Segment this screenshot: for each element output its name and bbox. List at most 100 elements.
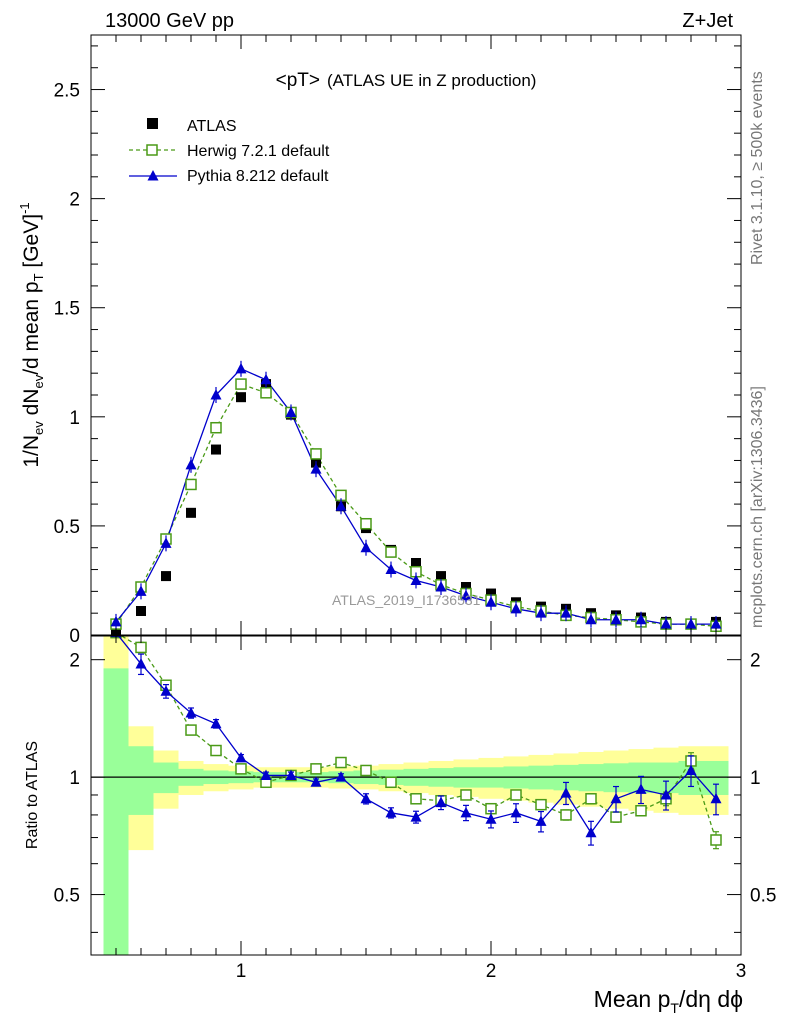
data-point-pythia (510, 602, 522, 614)
process-label: Z+Jet (682, 10, 733, 32)
data-point-pythia (235, 362, 247, 374)
ratio-point-herwig (585, 793, 597, 805)
lower-ylabel: Ratio to ATLAS (24, 741, 41, 849)
ratio-point-pythia (135, 657, 147, 669)
ratio-point-pythia (585, 826, 597, 838)
ratio-point-herwig (410, 793, 422, 805)
data-point-atlas (161, 571, 171, 582)
data-point-herwig (360, 517, 372, 530)
x-tick-label: 2 (486, 961, 497, 982)
data-point-atlas (436, 571, 446, 582)
ratio-point-herwig (135, 641, 147, 654)
data-point-atlas (411, 558, 421, 568)
legend-label-pythia: Pythia 8.212 default (187, 168, 329, 185)
data-point-pythia (335, 500, 347, 511)
ratio-point-herwig (185, 724, 197, 736)
data-point-atlas (461, 582, 471, 592)
plot-title-main: <pT> (276, 70, 320, 91)
data-point-pythia (560, 607, 572, 618)
ratio-y-tick-label: 0.5 (54, 886, 80, 907)
ratio-point-pythia (710, 792, 722, 804)
ratio-point-pythia (185, 707, 197, 718)
ratio-point-pythia (560, 787, 572, 798)
data-point-pythia (360, 541, 372, 553)
data-point-pythia (535, 607, 547, 618)
ratio-point-pythia (510, 806, 522, 818)
ratio-point-herwig (460, 789, 472, 801)
ratio-band-inner (103, 668, 129, 955)
data-point-pythia (385, 563, 397, 575)
x-tick-label: 1 (236, 961, 247, 982)
rivet-note: Rivet 3.1.10, ≥ 500k events (749, 71, 766, 265)
data-point-herwig (235, 378, 247, 390)
legend-marker-pythia (147, 170, 159, 181)
data-point-pythia (685, 618, 697, 629)
data-point-herwig (385, 546, 397, 558)
ratio-point-pythia (235, 751, 247, 763)
data-point-pythia (285, 406, 297, 417)
ratio-uncertainty-bands (91, 636, 741, 955)
ratio-point-pythia (335, 771, 347, 782)
ratio-band-inner (153, 762, 179, 794)
ratio-y-tick-label-right: 1 (750, 768, 761, 789)
data-point-atlas (136, 606, 146, 616)
ratio-point-pythia (210, 717, 222, 729)
ratio-point-herwig (610, 811, 622, 823)
y-tick-label: 1.5 (54, 299, 80, 320)
data-point-atlas (486, 588, 496, 599)
legend-marker-atlas (147, 118, 158, 129)
xlabel: Mean pT/dη dϕ (594, 986, 743, 1016)
ratio-point-pythia (435, 796, 447, 808)
data-point-pythia (485, 596, 497, 607)
ratio-point-pythia (610, 792, 622, 804)
ratio-y-tick-label: 2 (69, 651, 80, 672)
ratio-band-inner (128, 746, 154, 815)
data-point-pythia (410, 574, 422, 585)
y-tick-label: 2.5 (54, 81, 80, 102)
y-tick-label: 1 (69, 408, 80, 429)
y-tick-label: 0.5 (54, 517, 80, 538)
data-point-pythia (135, 585, 147, 596)
data-point-herwig (260, 387, 272, 399)
legend: ATLAS Herwig 7.2.1 default Pythia 8.212 … (129, 118, 330, 185)
axes: 1 2 3 0 0.5 1 1.5 2 2.5 0.5 0.5 1 1 2 2 (54, 34, 776, 982)
ratio-point-pythia (160, 685, 172, 696)
ratio-point-herwig (510, 789, 522, 801)
series-line-herwig (115, 383, 717, 627)
ratio-series (110, 636, 722, 850)
data-point-pythia (610, 613, 622, 625)
analysis-watermark: ATLAS_2019_I1736531 (332, 592, 481, 608)
ratio-point-herwig (210, 744, 222, 757)
y-tick-label: 2 (69, 190, 80, 211)
x-tick-label: 3 (736, 961, 747, 982)
y-tick-label: 0 (69, 626, 80, 647)
mcplots-note: mcplots.cern.ch [arXiv:1306.3436] (749, 386, 766, 628)
ratio-y-tick-label-right: 2 (750, 651, 761, 672)
ratio-point-pythia (460, 806, 472, 818)
data-point-herwig (210, 421, 222, 434)
ratio-point-pythia (635, 783, 647, 794)
data-point-atlas (211, 444, 221, 455)
ratio-point-pythia (360, 792, 372, 804)
data-point-herwig (185, 478, 197, 491)
data-point-pythia (185, 458, 197, 470)
data-point-atlas (236, 392, 246, 403)
legend-marker-herwig (146, 144, 158, 156)
ratio-point-herwig (635, 804, 647, 817)
ratio-point-herwig (335, 756, 347, 769)
ratio-point-herwig (710, 834, 722, 846)
ratio-y-tick-label-right: 0.5 (750, 886, 776, 907)
data-point-pythia (460, 589, 472, 601)
ratio-point-herwig (360, 764, 372, 777)
ratio-line-herwig (120, 636, 717, 841)
data-point-pythia (435, 581, 447, 592)
ratio-point-herwig (535, 798, 547, 811)
plot-title-sub: (ATLAS UE in Z production) (327, 71, 536, 90)
data-point-pythia (710, 618, 722, 629)
data-point-pythia (310, 463, 322, 474)
ratio-point-pythia (410, 811, 422, 822)
upper-series (110, 360, 722, 635)
ratio-point-herwig (235, 763, 247, 775)
data-point-pythia (585, 613, 597, 625)
